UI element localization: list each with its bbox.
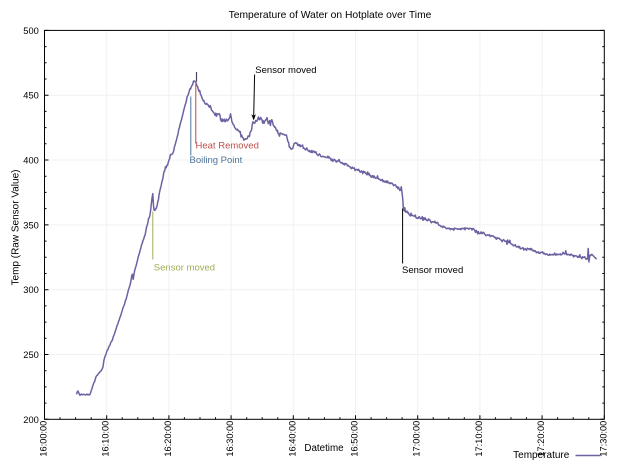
svg-text:16:40:00: 16:40:00 bbox=[287, 421, 297, 457]
svg-text:16:50:00: 16:50:00 bbox=[350, 421, 360, 457]
svg-text:16:00:00: 16:00:00 bbox=[39, 421, 49, 457]
svg-text:450: 450 bbox=[23, 91, 39, 101]
svg-text:Sensor moved: Sensor moved bbox=[154, 263, 215, 274]
svg-text:17:10:00: 17:10:00 bbox=[474, 421, 484, 457]
svg-text:400: 400 bbox=[23, 156, 39, 166]
svg-text:Sensor moved: Sensor moved bbox=[255, 65, 316, 76]
svg-text:Sensor moved: Sensor moved bbox=[402, 265, 463, 276]
svg-text:Temperature: Temperature bbox=[513, 450, 570, 461]
svg-text:250: 250 bbox=[23, 350, 39, 360]
svg-text:Temperature of Water on Hotpla: Temperature of Water on Hotplate over Ti… bbox=[229, 10, 432, 21]
svg-text:Boiling Point: Boiling Point bbox=[190, 155, 243, 166]
svg-text:Temp (Raw Sensor Value): Temp (Raw Sensor Value) bbox=[10, 170, 21, 286]
svg-text:17:30:00: 17:30:00 bbox=[598, 421, 608, 457]
svg-text:17:20:00: 17:20:00 bbox=[536, 421, 546, 457]
svg-text:350: 350 bbox=[23, 220, 39, 230]
svg-text:16:10:00: 16:10:00 bbox=[101, 421, 111, 457]
svg-text:16:20:00: 16:20:00 bbox=[163, 421, 173, 457]
svg-text:Heat Removed: Heat Removed bbox=[196, 140, 259, 151]
svg-text:16:30:00: 16:30:00 bbox=[225, 421, 235, 457]
svg-text:300: 300 bbox=[23, 285, 39, 295]
svg-text:17:00:00: 17:00:00 bbox=[412, 421, 422, 457]
svg-text:Datetime: Datetime bbox=[304, 443, 344, 454]
svg-text:500: 500 bbox=[23, 26, 39, 36]
svg-text:200: 200 bbox=[23, 415, 39, 425]
